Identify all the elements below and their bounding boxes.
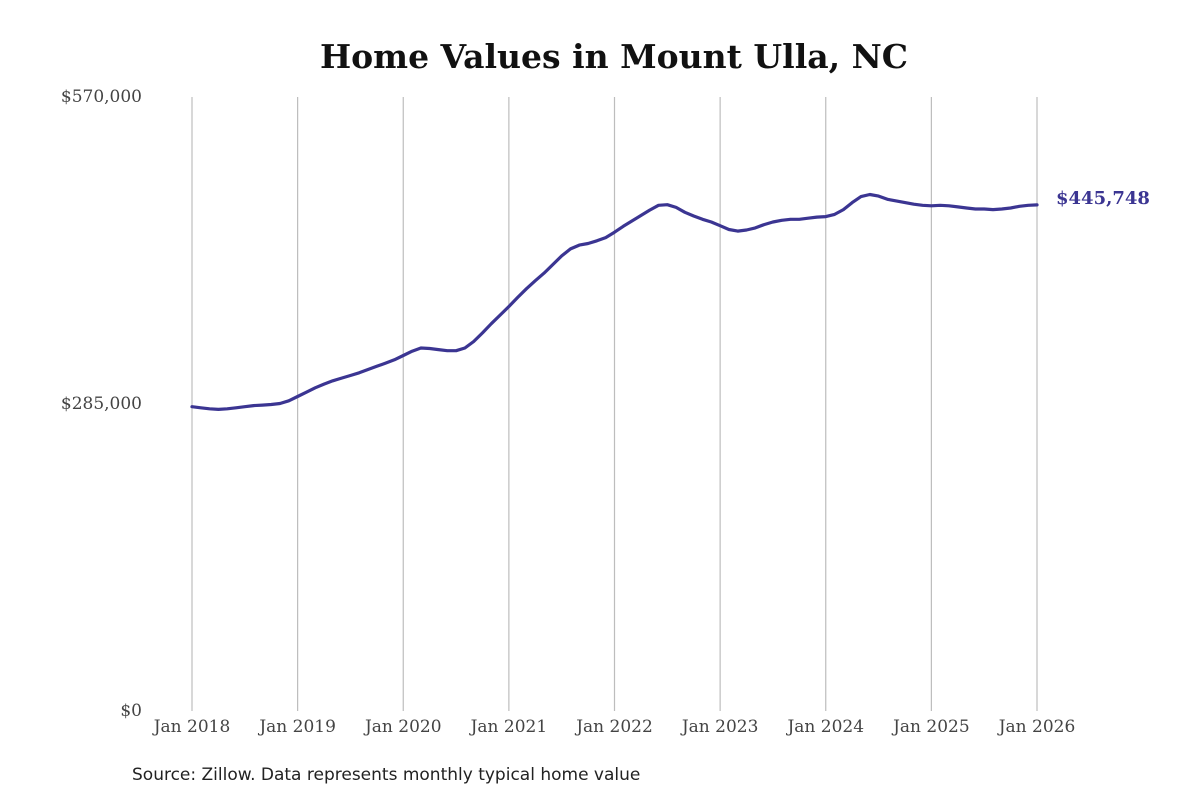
source-note: Source: Zillow. Data represents monthly …: [132, 765, 640, 785]
x-axis-ticks: Jan 2018 Jan 2019 Jan 2020 Jan 2021 Jan 2022…: [152, 717, 1076, 737]
x-tick-label: Jan 2026: [997, 717, 1076, 737]
chart-title: Home Values in Mount Ulla, NC: [320, 37, 908, 76]
end-value-label: $445,748: [1056, 188, 1150, 209]
y-axis-ticks: $570,000 $285,000 $0: [61, 87, 142, 721]
gridlines: [191, 97, 1038, 711]
x-tick-label: Jan 2020: [363, 717, 442, 737]
x-tick-label: Jan 2023: [680, 717, 759, 737]
y-tick-label: $0: [120, 701, 142, 721]
x-tick-label: Jan 2022: [574, 717, 653, 737]
x-tick-label: Jan 2018: [152, 717, 231, 737]
x-tick-label: Jan 2025: [891, 717, 970, 737]
x-tick-label: Jan 2019: [257, 717, 336, 737]
y-tick-label: $285,000: [61, 394, 142, 414]
x-tick-label: Jan 2024: [785, 717, 864, 737]
y-tick-label: $570,000: [61, 87, 142, 107]
series-line: [190, 192, 1039, 411]
x-tick-label: Jan 2021: [469, 717, 548, 737]
